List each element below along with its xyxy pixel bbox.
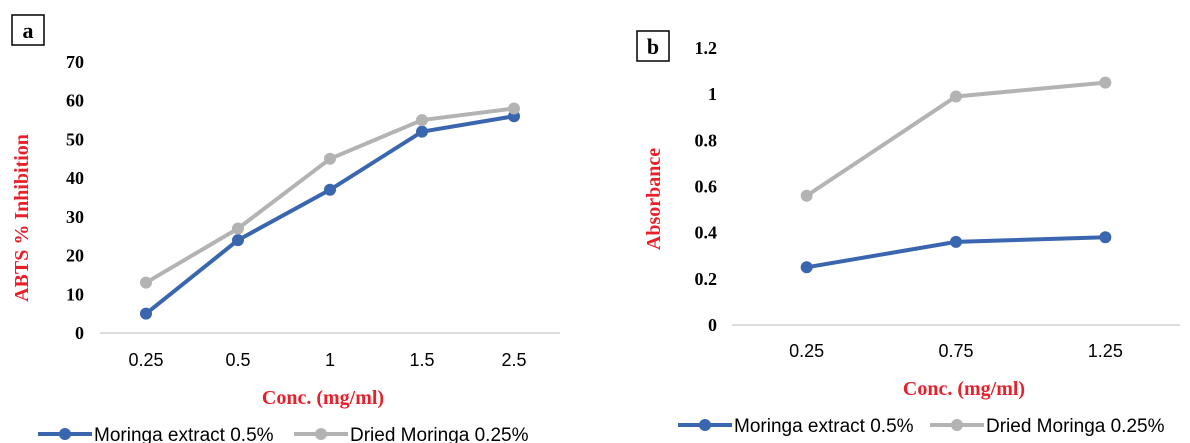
chart-b-y-axis-title: Absorbance: [643, 148, 665, 250]
chart-b: b 0 0.2 0.4 0.6 0.8 1 1.2 0.25 0.75 1.25 Absorba…: [636, 30, 1180, 437]
x-tick-label: 0.75: [938, 341, 973, 361]
legend-b-label-moringa-extract: Moringa extract 0.5%: [734, 416, 914, 437]
chart-b-y-ticks: 0 0.2 0.4 0.6 0.8 1 1.2: [695, 38, 718, 335]
data-point-series-0: [1099, 231, 1112, 244]
legend-b-label-dried-moringa: Dried Moringa 0.25%: [986, 416, 1165, 437]
panel-a-label: a: [23, 18, 34, 43]
chart-a-x-ticks: 0.25 0.5 1 1.5 2.5: [128, 350, 526, 370]
panel-b-label: b: [647, 34, 659, 59]
data-point-series-0: [800, 261, 813, 274]
y-tick-label: 40: [66, 168, 84, 188]
data-point-series-1: [416, 114, 428, 127]
data-point-series-1: [800, 189, 813, 202]
data-point-series-1: [232, 222, 244, 235]
chart-a-legend: Moringa extract 0.5% Dried Moringa 0.25%: [38, 425, 529, 443]
data-point-series-1: [508, 102, 520, 115]
legend-a-label-moringa-extract: Moringa extract 0.5%: [94, 425, 274, 443]
legend-a-marker-dried-moringa: [315, 428, 327, 440]
legend-a-label-dried-moringa: Dried Moringa 0.25%: [350, 425, 529, 443]
x-tick-label: 2.5: [501, 350, 526, 370]
y-tick-label: 0.4: [695, 223, 718, 243]
data-point-series-1: [140, 276, 152, 289]
data-point-series-0: [950, 235, 962, 248]
chart-a-y-ticks: 0 10 20 30 40 50 60 70: [66, 52, 84, 343]
y-tick-label: 1.2: [695, 38, 718, 58]
legend-b-marker-dried-moringa: [951, 419, 963, 431]
data-point-series-0: [232, 234, 244, 247]
series-line-0: [144, 114, 516, 316]
y-tick-label: 50: [66, 129, 84, 149]
chart-a-series: [140, 102, 520, 320]
legend-a-marker-moringa-extract: [59, 428, 71, 440]
chart-b-legend: Moringa extract 0.5% Dried Moringa 0.25%: [678, 416, 1165, 437]
x-tick-label: 1.5: [409, 350, 434, 370]
chart-b-series: [800, 76, 1112, 274]
chart-a-y-axis-title: ABTS % Inhibition: [11, 134, 33, 302]
y-tick-label: 0.2: [695, 269, 718, 289]
y-tick-label: 30: [66, 207, 84, 227]
y-tick-label: 0.8: [695, 130, 718, 150]
chart-a: a 0 10 20 30 40 50 60 70 0.25 0.5 1 1.5 2.5 ABTS % …: [11, 14, 560, 443]
chart-a-x-axis-title: Conc. (mg/ml): [262, 387, 384, 409]
y-tick-label: 0: [708, 315, 717, 335]
y-tick-label: 0: [75, 323, 84, 343]
data-point-series-0: [140, 307, 152, 320]
data-point-series-1: [1099, 76, 1112, 89]
panel-b-label-box: [636, 30, 670, 62]
x-tick-label: 1: [325, 350, 335, 370]
panel-a-label-box: [11, 14, 45, 46]
y-tick-label: 20: [66, 246, 84, 266]
x-tick-label: 0.5: [225, 350, 250, 370]
x-tick-label: 0.25: [128, 350, 163, 370]
legend-b-marker-moringa-extract: [699, 419, 711, 431]
data-point-series-1: [324, 152, 336, 165]
data-point-series-0: [324, 183, 336, 196]
y-tick-label: 10: [66, 284, 84, 304]
y-tick-label: 60: [66, 91, 84, 111]
x-tick-label: 0.25: [789, 341, 824, 361]
x-tick-label: 1.25: [1088, 341, 1123, 361]
y-tick-label: 1: [708, 84, 717, 104]
data-point-series-0: [416, 125, 428, 138]
data-point-series-1: [950, 90, 962, 103]
y-tick-label: 0.6: [695, 177, 718, 197]
chart-b-x-ticks: 0.25 0.75 1.25: [789, 341, 1123, 361]
y-tick-label: 70: [66, 52, 84, 72]
chart-b-x-axis-title: Conc. (mg/ml): [903, 378, 1025, 400]
